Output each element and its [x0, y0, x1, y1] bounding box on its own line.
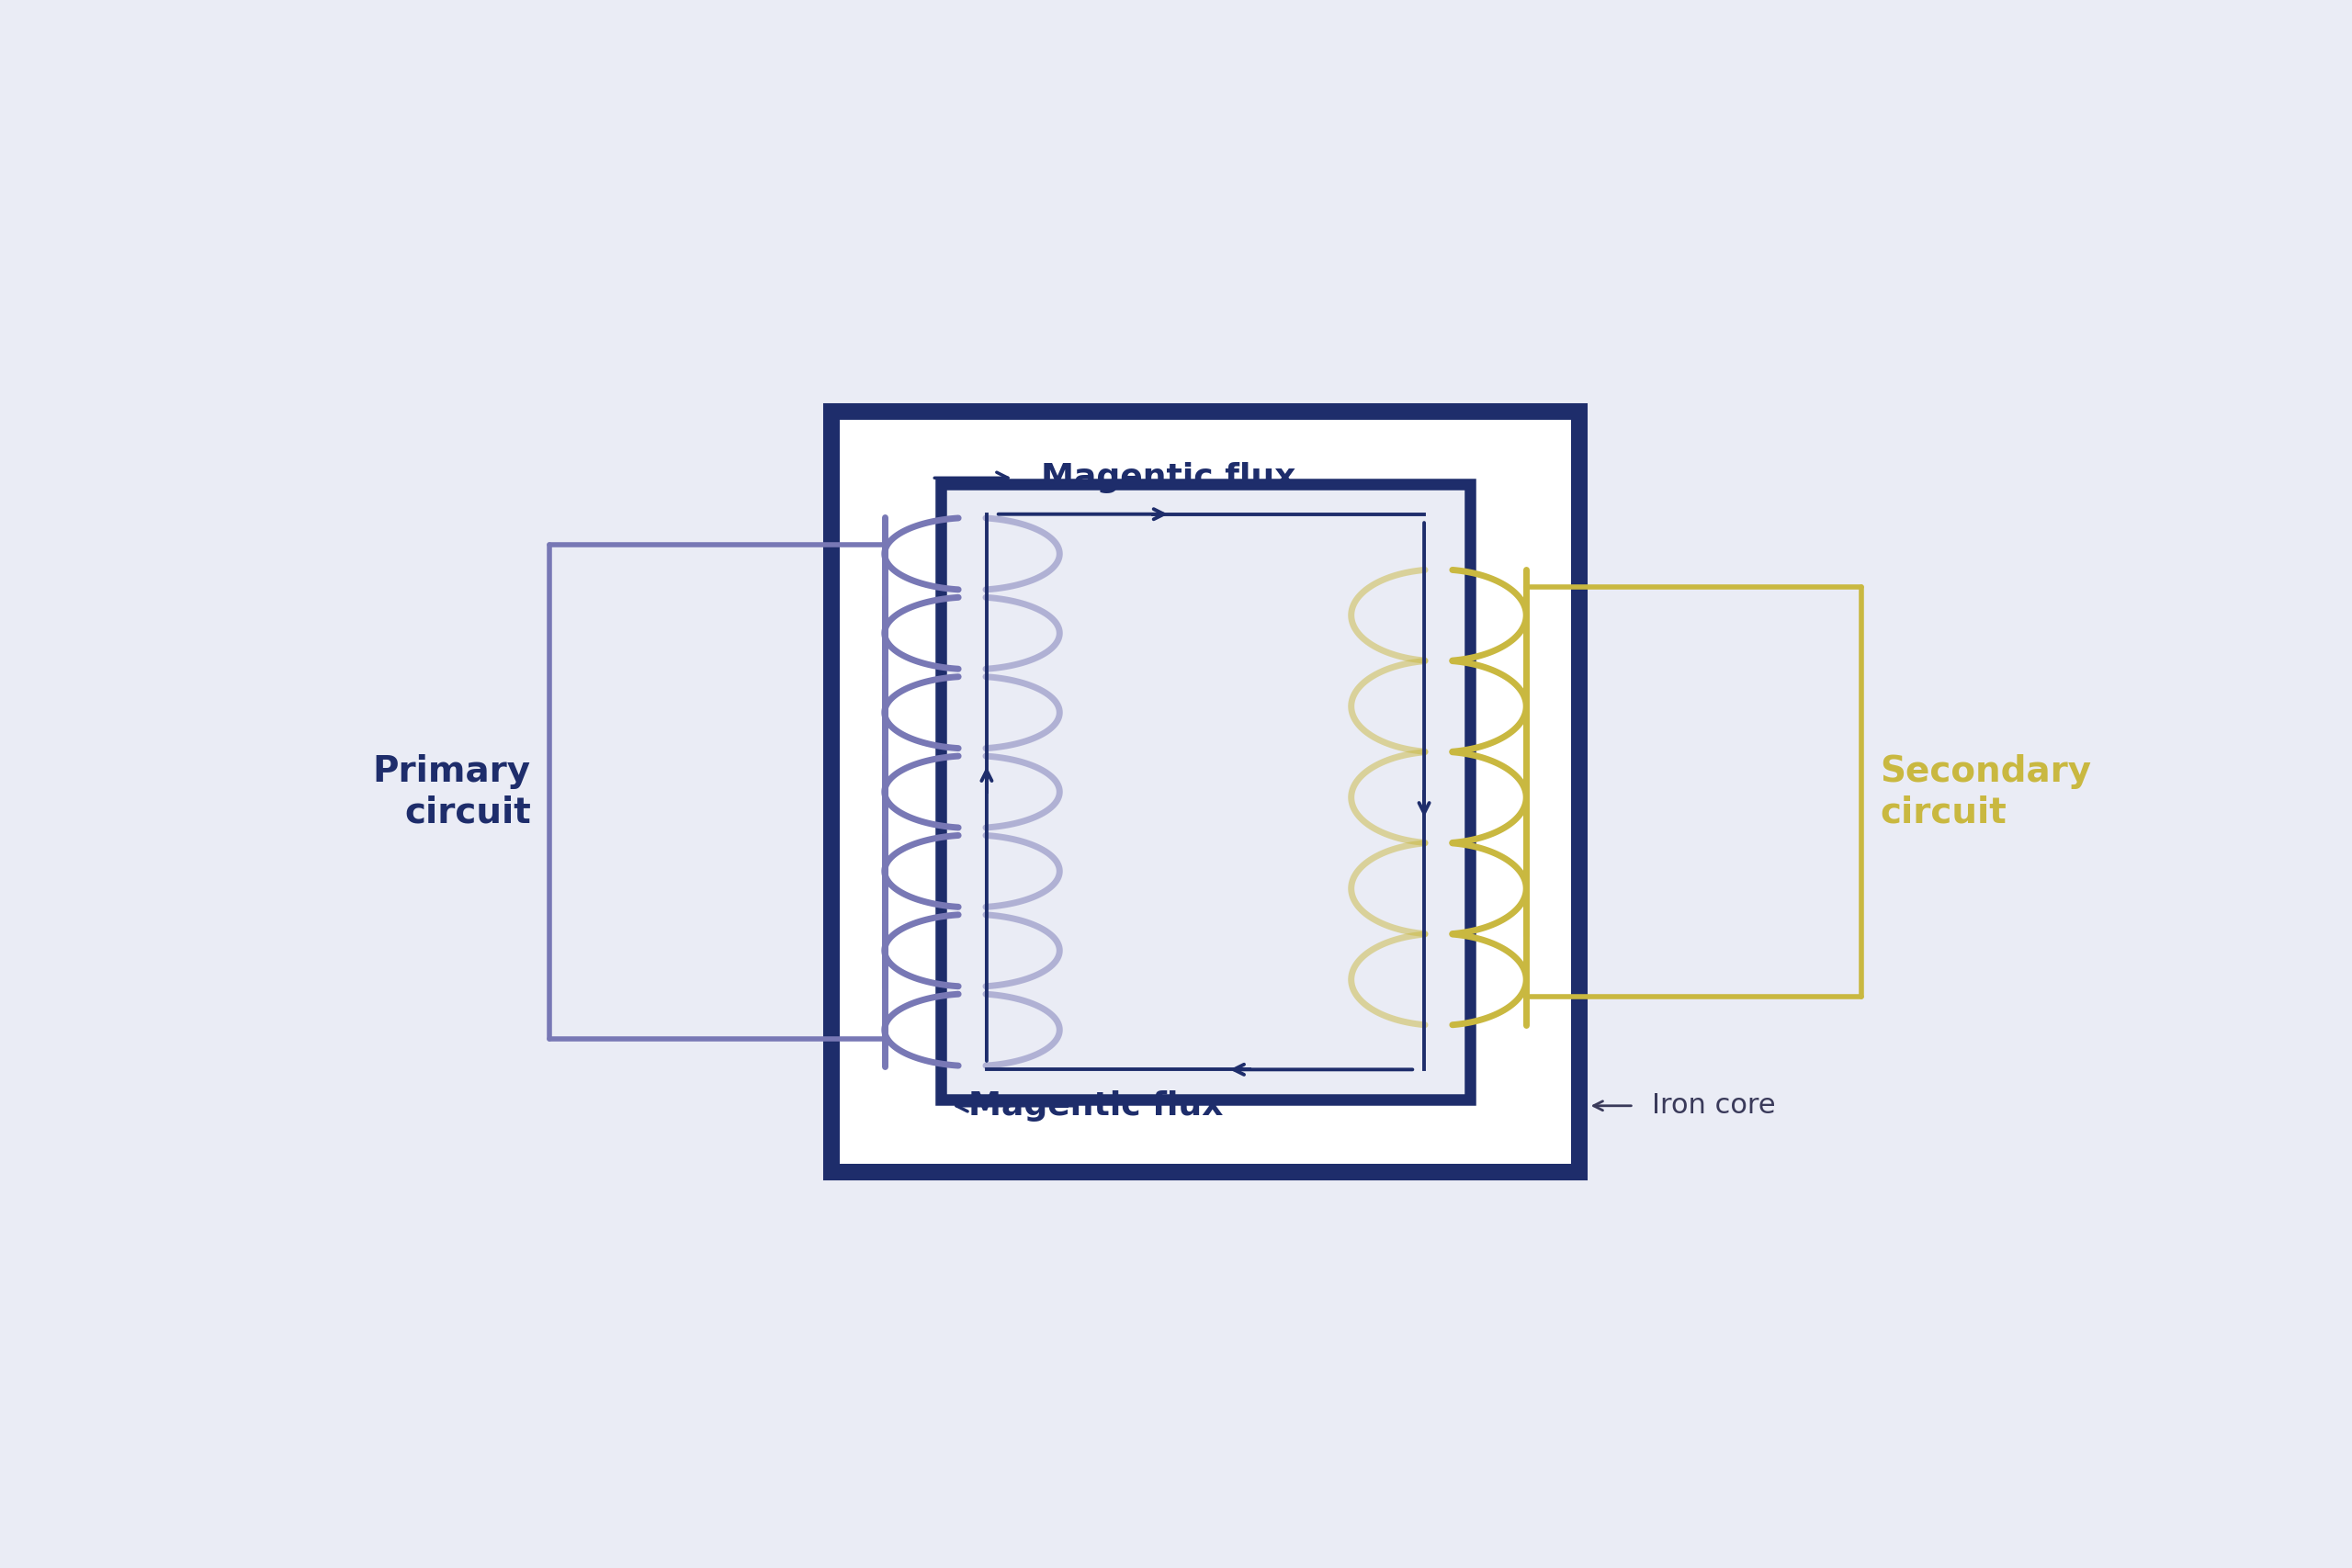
FancyBboxPatch shape: [833, 411, 1578, 1173]
FancyBboxPatch shape: [941, 485, 1470, 1099]
Text: Primary
circuit: Primary circuit: [374, 754, 532, 829]
Text: Magentic flux: Magentic flux: [1042, 463, 1296, 494]
Text: Secondary
circuit: Secondary circuit: [1879, 754, 2091, 829]
Text: Magentic flux: Magentic flux: [969, 1090, 1223, 1121]
Text: Iron core: Iron core: [1651, 1093, 1776, 1120]
